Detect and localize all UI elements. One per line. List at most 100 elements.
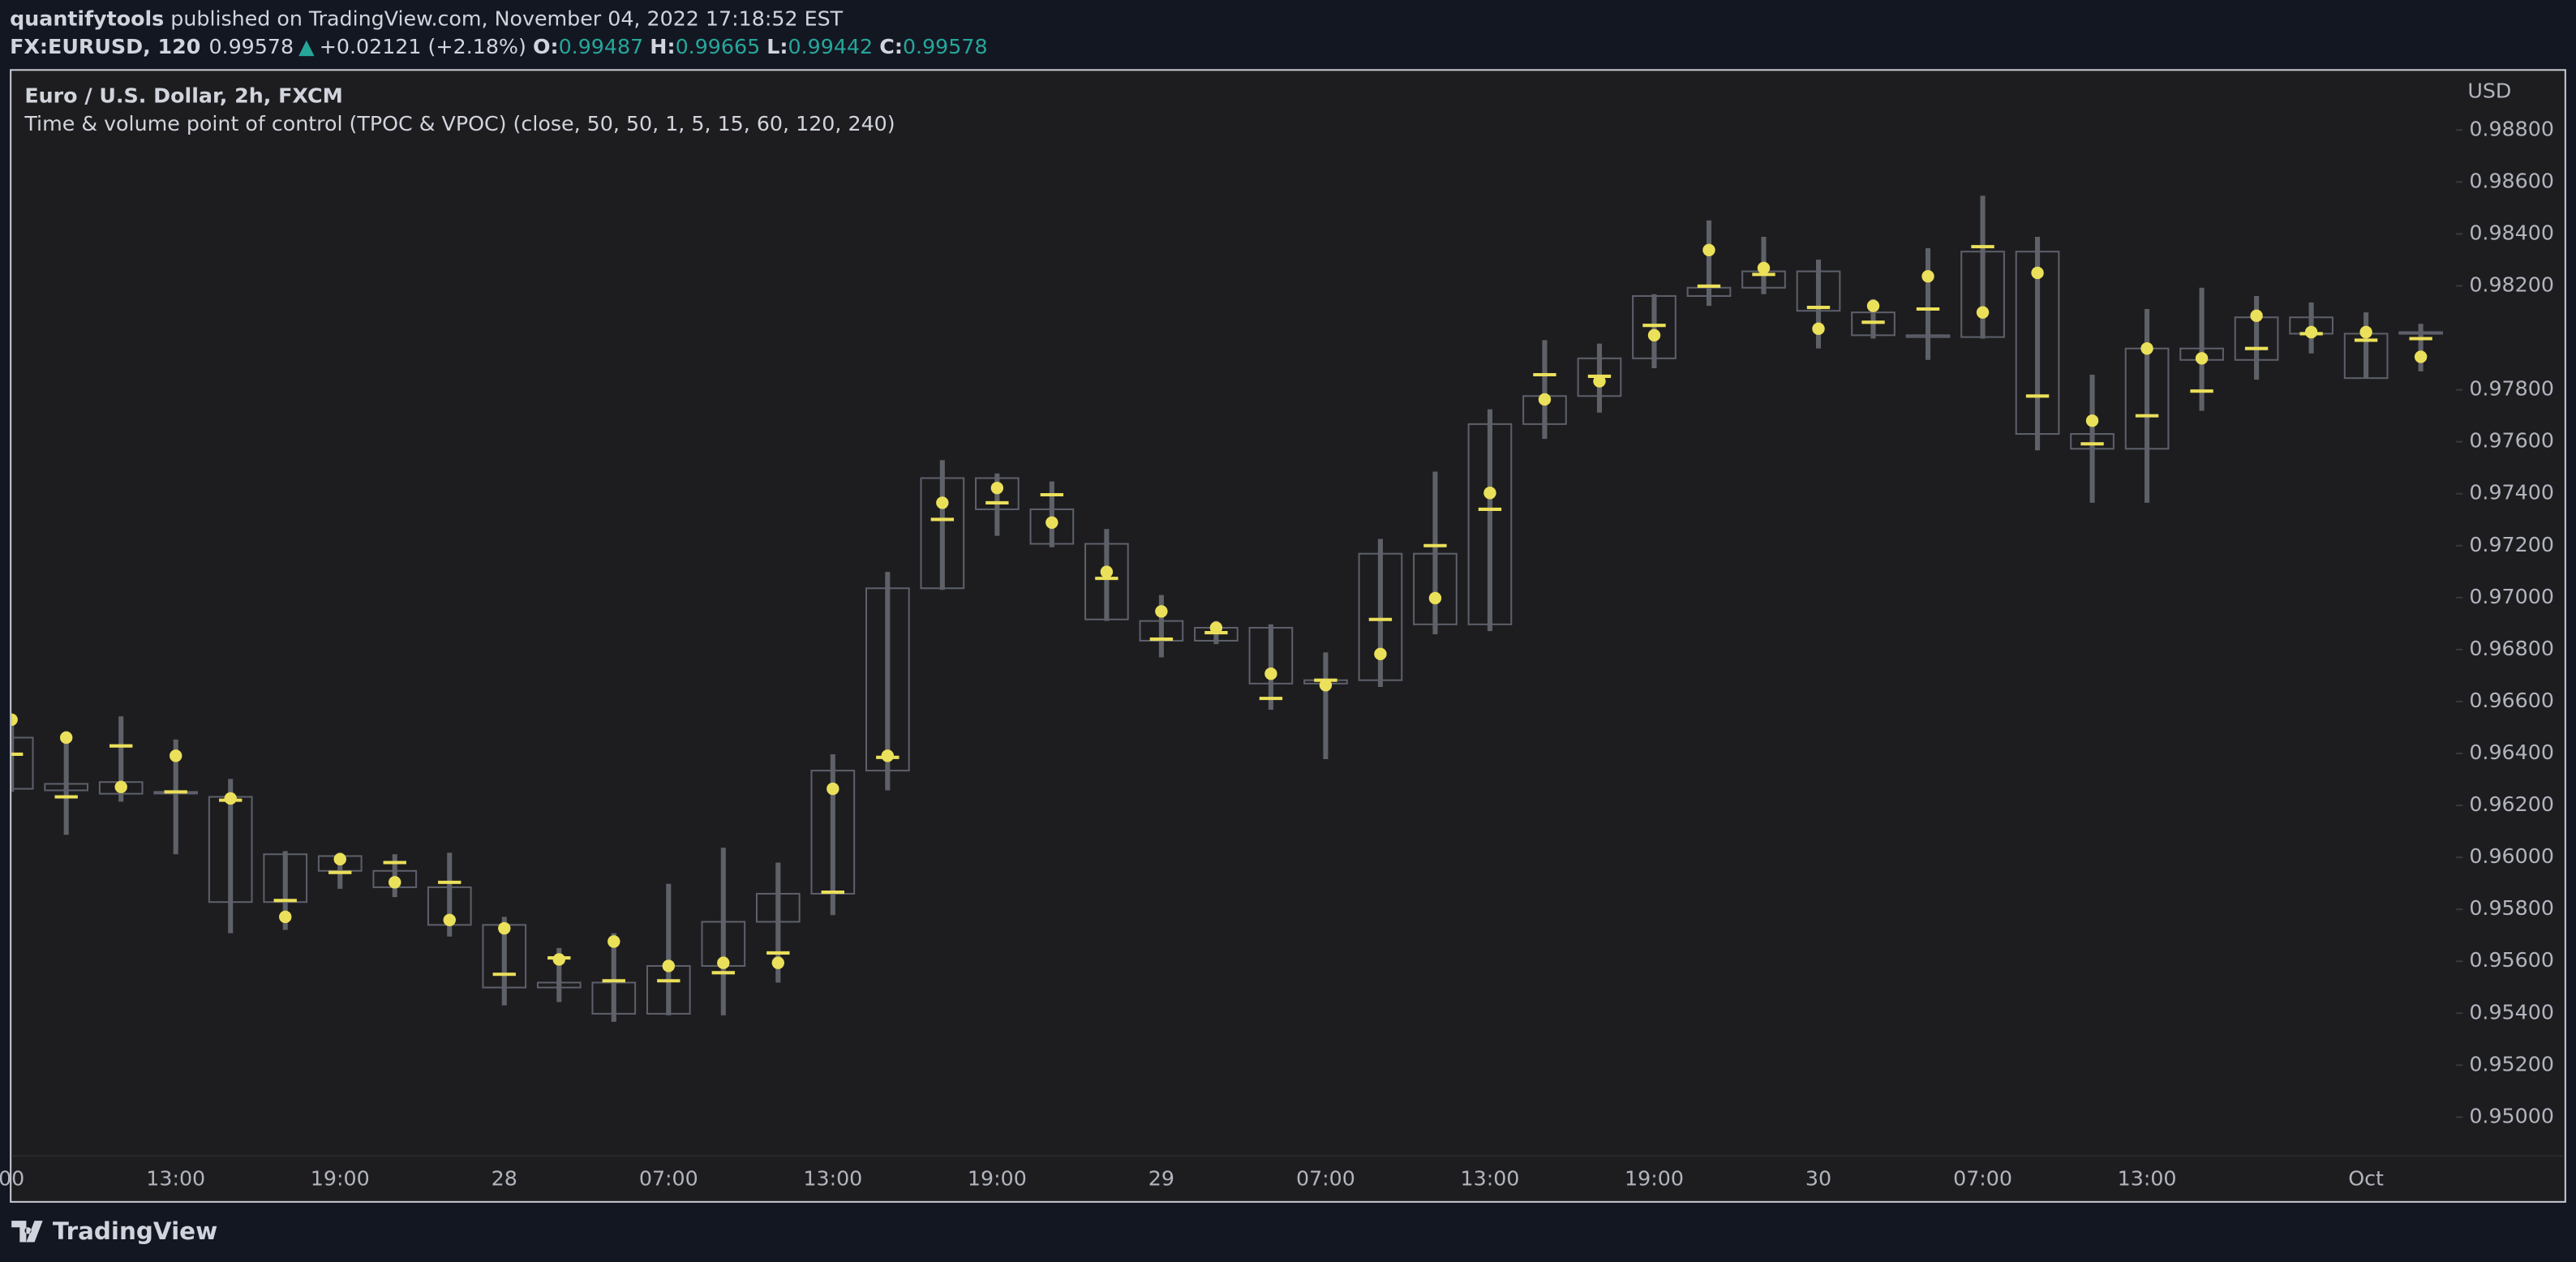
high-label: H: [650, 35, 675, 58]
change: +0.02121 (+2.18%) [320, 35, 526, 58]
open-value: 0.99487 [559, 35, 644, 58]
up-arrow: ▲ [298, 35, 315, 58]
y-tick-label: 0.98800 [2469, 117, 2554, 140]
header-line: quantifytools published on TradingView.co… [10, 7, 843, 31]
low-value: 0.99442 [788, 35, 874, 58]
tpoc-marker [1538, 393, 1552, 406]
brand: TradingView [53, 1217, 217, 1245]
x-tick-label: 29 [1148, 1167, 1174, 1191]
tpoc-marker [2359, 325, 2372, 339]
tpoc-marker [990, 481, 1004, 495]
last-price: 0.99578 [208, 35, 294, 58]
tpoc-marker [1374, 647, 1387, 661]
tpoc-marker [1264, 667, 1277, 680]
y-tick-label: 0.95400 [2469, 1000, 2554, 1024]
tpoc-marker [389, 876, 401, 889]
tpoc-marker [881, 749, 895, 762]
tpoc-marker [11, 713, 18, 727]
tpoc-marker [1702, 243, 1715, 256]
tpoc-marker [170, 749, 182, 762]
high-value: 0.99665 [676, 35, 761, 58]
plot-area [11, 195, 2443, 1022]
tpoc-marker [1976, 306, 1990, 319]
tpoc-marker [826, 782, 839, 796]
logo-mark [11, 1221, 43, 1243]
tpoc-marker [2195, 352, 2209, 365]
y-tick-label: 0.96000 [2469, 844, 2554, 868]
tpoc-marker [2031, 266, 2044, 280]
tpoc-marker [279, 910, 292, 924]
x-tick-label: 30 [1805, 1167, 1831, 1191]
y-tick-label: 0.97400 [2469, 481, 2554, 504]
x-tick-label: 19:00 [968, 1167, 1027, 1191]
x-tick-label: 00 [0, 1167, 24, 1191]
tpoc-marker [1647, 328, 1661, 342]
logo: TradingView [11, 1217, 217, 1245]
close-value: 0.99578 [903, 35, 988, 58]
symbol: FX:EURUSD, 120 [10, 35, 200, 58]
tpoc-marker [498, 921, 511, 935]
tpoc-marker [1593, 375, 1606, 388]
y-tick-label: 0.95800 [2469, 896, 2554, 920]
tpoc-marker [717, 956, 730, 969]
y-tick-label: 0.98600 [2469, 169, 2554, 192]
tpoc-marker [59, 731, 73, 745]
y-tick-label: 0.96800 [2469, 637, 2554, 660]
y-tick-label: 0.96600 [2469, 689, 2554, 712]
tpoc-marker [333, 852, 346, 866]
y-tick-label: 0.95000 [2469, 1104, 2554, 1127]
tpoc-marker [1428, 591, 1442, 605]
y-tick-label: 0.98400 [2469, 221, 2554, 244]
y-tick-label: 0.97200 [2469, 533, 2554, 556]
tpoc-marker [608, 935, 620, 948]
tpoc-marker [1812, 322, 1825, 336]
tpoc-marker [1155, 605, 1168, 618]
tpoc-marker [1100, 565, 1114, 578]
tpoc-marker [224, 792, 237, 805]
indicator-title: Time & volume point of control (TPOC & V… [24, 112, 895, 135]
x-tick-label: 13:00 [1461, 1167, 1520, 1191]
tpoc-marker [552, 953, 565, 966]
y-tick-label: 0.95200 [2469, 1052, 2554, 1075]
x-tick-label: 19:00 [311, 1167, 370, 1191]
tpoc-marker [443, 913, 456, 926]
tpoc-marker [1319, 679, 1333, 692]
chart-title: Euro / U.S. Dollar, 2h, FXCM [24, 84, 342, 108]
tpoc-marker [936, 496, 949, 509]
author: quantifytools [10, 7, 164, 31]
x-tick-label: 28 [492, 1167, 517, 1191]
x-tick-label: 13:00 [146, 1167, 205, 1191]
low-label: L: [766, 35, 788, 58]
tpoc-marker [1209, 621, 1223, 634]
tpoc-marker [1866, 299, 1880, 312]
y-tick-label: 0.97600 [2469, 429, 2554, 453]
tpoc-marker [2304, 325, 2318, 339]
tpoc-marker [114, 780, 127, 794]
published: published on TradingView.com, November 0… [170, 7, 843, 31]
tpoc-marker [1045, 516, 1058, 529]
open-label: O: [533, 35, 559, 58]
tpoc-marker [2250, 309, 2263, 323]
tpoc-marker [2085, 414, 2099, 427]
chart-frame [10, 69, 2566, 1203]
y-tick-label: 0.95600 [2469, 948, 2554, 972]
x-tick-label: 19:00 [1625, 1167, 1684, 1191]
x-tick-label: 13:00 [803, 1167, 862, 1191]
y-tick-label: 0.97800 [2469, 377, 2554, 401]
y-tick-label: 0.98200 [2469, 273, 2554, 296]
x-tick-label: 13:00 [2118, 1167, 2177, 1191]
tpoc-marker [1483, 487, 1496, 500]
y-tick-label: 0.96200 [2469, 792, 2554, 816]
candle-body [11, 736, 34, 790]
y-tick-label: 0.97000 [2469, 585, 2554, 608]
quote-line: FX:EURUSD, 120 0.99578 ▲ +0.02121 (+2.18%) O… [10, 35, 987, 58]
tpoc-marker [771, 956, 785, 969]
close-label: C: [879, 35, 903, 58]
currency-label: USD [2467, 79, 2511, 103]
x-tick-label: Oct [2348, 1167, 2384, 1191]
tpoc-marker [1757, 261, 1771, 275]
tpoc-marker [2140, 341, 2153, 355]
x-tick-label: 07:00 [1296, 1167, 1355, 1191]
